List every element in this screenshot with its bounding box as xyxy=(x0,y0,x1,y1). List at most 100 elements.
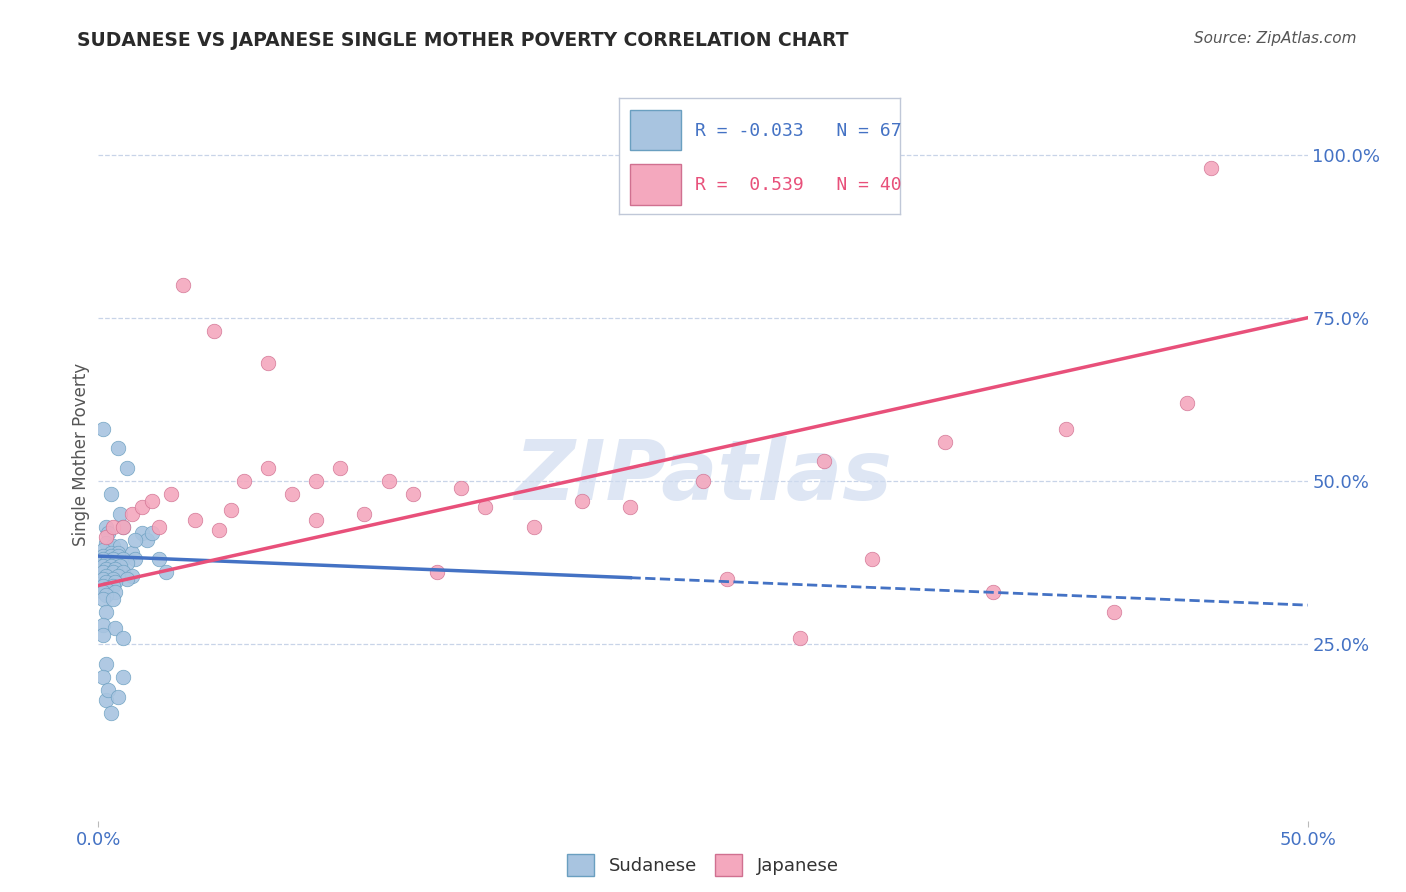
Point xyxy=(91,627,114,641)
Point xyxy=(107,690,129,704)
Point xyxy=(160,487,183,501)
Point xyxy=(91,549,114,563)
Point xyxy=(124,552,146,566)
Point xyxy=(94,556,117,570)
Point xyxy=(692,474,714,488)
Point xyxy=(97,526,120,541)
Point xyxy=(91,552,114,566)
Point xyxy=(523,520,546,534)
Point xyxy=(135,533,157,547)
Point xyxy=(111,566,134,580)
Point xyxy=(232,474,254,488)
Point xyxy=(91,558,114,573)
Point xyxy=(934,434,956,449)
Text: R = -0.033   N = 67: R = -0.033 N = 67 xyxy=(695,121,901,139)
Point xyxy=(860,552,883,566)
Point xyxy=(571,493,593,508)
Point xyxy=(100,706,122,720)
Point xyxy=(94,568,117,582)
Point xyxy=(1102,605,1125,619)
Point xyxy=(91,572,114,586)
Point xyxy=(124,533,146,547)
Point xyxy=(91,566,114,580)
Point xyxy=(111,670,134,684)
Point xyxy=(101,591,124,606)
Point xyxy=(107,568,129,582)
Point xyxy=(100,546,122,560)
Point xyxy=(100,549,122,563)
Point xyxy=(305,474,328,488)
Point xyxy=(256,461,278,475)
Point xyxy=(1199,161,1222,175)
Point xyxy=(94,562,117,576)
Point xyxy=(1054,422,1077,436)
Point xyxy=(94,536,117,550)
Point xyxy=(101,520,124,534)
Point xyxy=(91,670,114,684)
FancyBboxPatch shape xyxy=(630,164,681,205)
Y-axis label: Single Mother Poverty: Single Mother Poverty xyxy=(72,363,90,547)
Point xyxy=(101,552,124,566)
Point xyxy=(353,507,375,521)
Point xyxy=(107,549,129,563)
Point xyxy=(101,566,124,580)
Point xyxy=(104,556,127,570)
Point xyxy=(94,582,117,596)
Point xyxy=(474,500,496,515)
Point xyxy=(111,552,134,566)
Point xyxy=(131,526,153,541)
Point xyxy=(131,500,153,515)
Point xyxy=(104,585,127,599)
Point xyxy=(155,566,177,580)
Point xyxy=(111,631,134,645)
Point xyxy=(813,454,835,468)
Point xyxy=(94,605,117,619)
Point xyxy=(94,575,117,590)
Point xyxy=(141,526,163,541)
Point xyxy=(377,474,399,488)
Point xyxy=(91,585,114,599)
Point xyxy=(117,461,139,475)
Point xyxy=(97,683,120,698)
Point xyxy=(402,487,425,501)
Point xyxy=(789,631,811,645)
Point xyxy=(148,520,170,534)
Point xyxy=(204,324,226,338)
Point xyxy=(117,556,139,570)
Point xyxy=(172,278,194,293)
Point xyxy=(281,487,304,501)
Point xyxy=(221,503,243,517)
Point xyxy=(111,520,134,534)
Point xyxy=(111,520,134,534)
Point xyxy=(94,530,117,544)
Point xyxy=(91,617,114,632)
Point xyxy=(91,542,114,557)
Point xyxy=(1175,395,1198,409)
Point xyxy=(91,578,114,592)
Text: Source: ZipAtlas.com: Source: ZipAtlas.com xyxy=(1194,31,1357,46)
Point xyxy=(141,493,163,508)
Text: SUDANESE VS JAPANESE SINGLE MOTHER POVERTY CORRELATION CHART: SUDANESE VS JAPANESE SINGLE MOTHER POVER… xyxy=(77,31,849,50)
Point xyxy=(450,481,472,495)
Point xyxy=(107,546,129,560)
Point xyxy=(108,507,131,521)
Point xyxy=(94,657,117,671)
Point xyxy=(121,546,143,560)
Point xyxy=(104,575,127,590)
Point xyxy=(108,558,131,573)
Point xyxy=(100,487,122,501)
Point xyxy=(104,621,127,635)
Point xyxy=(94,693,117,707)
Point xyxy=(426,566,449,580)
Point xyxy=(305,513,328,527)
Point xyxy=(208,523,231,537)
Point xyxy=(91,422,114,436)
Point xyxy=(148,552,170,566)
Point xyxy=(117,572,139,586)
Point xyxy=(619,500,641,515)
Point xyxy=(329,461,352,475)
Text: ZIPatlas: ZIPatlas xyxy=(515,436,891,517)
Point xyxy=(256,356,278,371)
Point xyxy=(101,539,124,553)
Point xyxy=(94,588,117,602)
